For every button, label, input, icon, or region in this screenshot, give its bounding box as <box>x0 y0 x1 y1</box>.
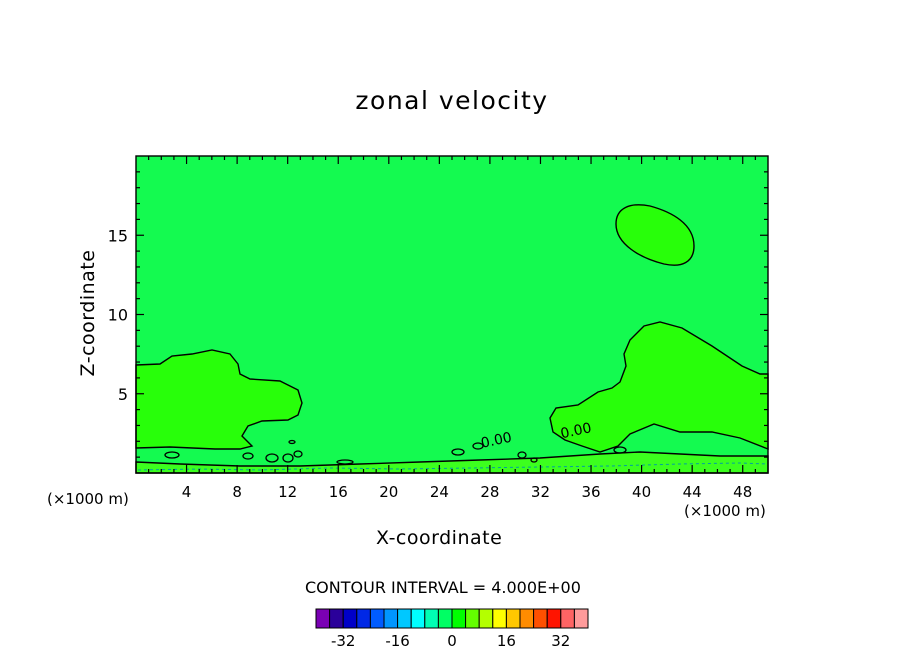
x-tick-label: 12 <box>278 483 297 501</box>
chart-title: zonal velocity <box>355 86 549 115</box>
colorbar-box <box>410 608 426 629</box>
y-unit-label: (×1000 m) <box>684 502 766 520</box>
x-tick-label: 8 <box>232 483 242 501</box>
colorbar-tick-label: -16 <box>385 632 410 650</box>
x-tick-label: 16 <box>329 483 348 501</box>
y-tick-label: 10 <box>108 306 128 325</box>
colorbar-box <box>315 608 331 629</box>
colorbar-box <box>329 608 344 629</box>
colorbar-box <box>383 608 399 629</box>
small-contour-11 <box>613 446 627 454</box>
colorbar-box <box>478 608 494 629</box>
small-contour-6 <box>288 439 296 445</box>
small-contour-8 <box>472 442 484 450</box>
colorbar-box <box>560 608 575 629</box>
x-tick-label: 28 <box>480 483 499 501</box>
colorbar-tick-label: -32 <box>331 632 356 650</box>
x-tick-label: 40 <box>632 483 651 501</box>
colorbar-box <box>397 608 412 629</box>
small-contour-5 <box>293 450 303 458</box>
x-axis-label: X-coordinate <box>376 527 503 549</box>
small-contour-7 <box>451 448 465 456</box>
colorbar-box <box>465 608 480 629</box>
x-tick-label: 36 <box>581 483 600 501</box>
x-tick-label: 48 <box>733 483 752 501</box>
contour-label: 0.00 <box>480 430 514 452</box>
y-tick-label: 5 <box>118 385 128 404</box>
small-contour-3 <box>265 453 279 463</box>
small-contour-12 <box>336 459 354 465</box>
x-tick-label: 44 <box>683 483 702 501</box>
contour-region-right-bulge <box>549 321 769 453</box>
y-tick-label: 15 <box>108 226 128 245</box>
contour-region-upper-oval <box>615 204 695 266</box>
colorbar-box <box>451 608 467 629</box>
small-contour-1 <box>164 451 180 459</box>
colorbar-box <box>492 608 507 629</box>
colorbar-box <box>533 608 548 629</box>
x-tick-label: 24 <box>430 483 449 501</box>
colorbar-box <box>573 608 589 629</box>
x-tick-label: 4 <box>182 483 192 501</box>
contour-label: 0.00 <box>559 420 593 442</box>
colorbar-box <box>519 608 535 629</box>
negative-contour-dashed <box>137 462 769 471</box>
colorbar-box <box>437 608 453 629</box>
colorbar-tick-label: 32 <box>551 632 570 650</box>
colorbar-box <box>505 608 521 629</box>
y-axis-label: Z-coordinate <box>77 249 99 377</box>
colorbar-tick-label: 16 <box>497 632 516 650</box>
colorbar-box <box>546 608 562 629</box>
colorbar-tick-label: 0 <box>447 632 457 650</box>
small-contour-4 <box>282 453 294 463</box>
colorbar-box <box>356 608 371 629</box>
x-tick-label: 20 <box>379 483 398 501</box>
colorbar-box <box>369 608 385 629</box>
x-tick-label: 32 <box>531 483 550 501</box>
colorbar-box <box>342 608 358 629</box>
small-contour-9 <box>517 451 527 459</box>
contour-interval-text: CONTOUR INTERVAL = 4.000E+00 <box>305 578 581 597</box>
x-unit-label: (×1000 m) <box>47 490 129 508</box>
colorbar-box <box>424 608 439 629</box>
small-contour-2 <box>242 452 254 460</box>
small-contour-10 <box>530 457 538 463</box>
contour-region-left-bulge <box>135 349 303 450</box>
